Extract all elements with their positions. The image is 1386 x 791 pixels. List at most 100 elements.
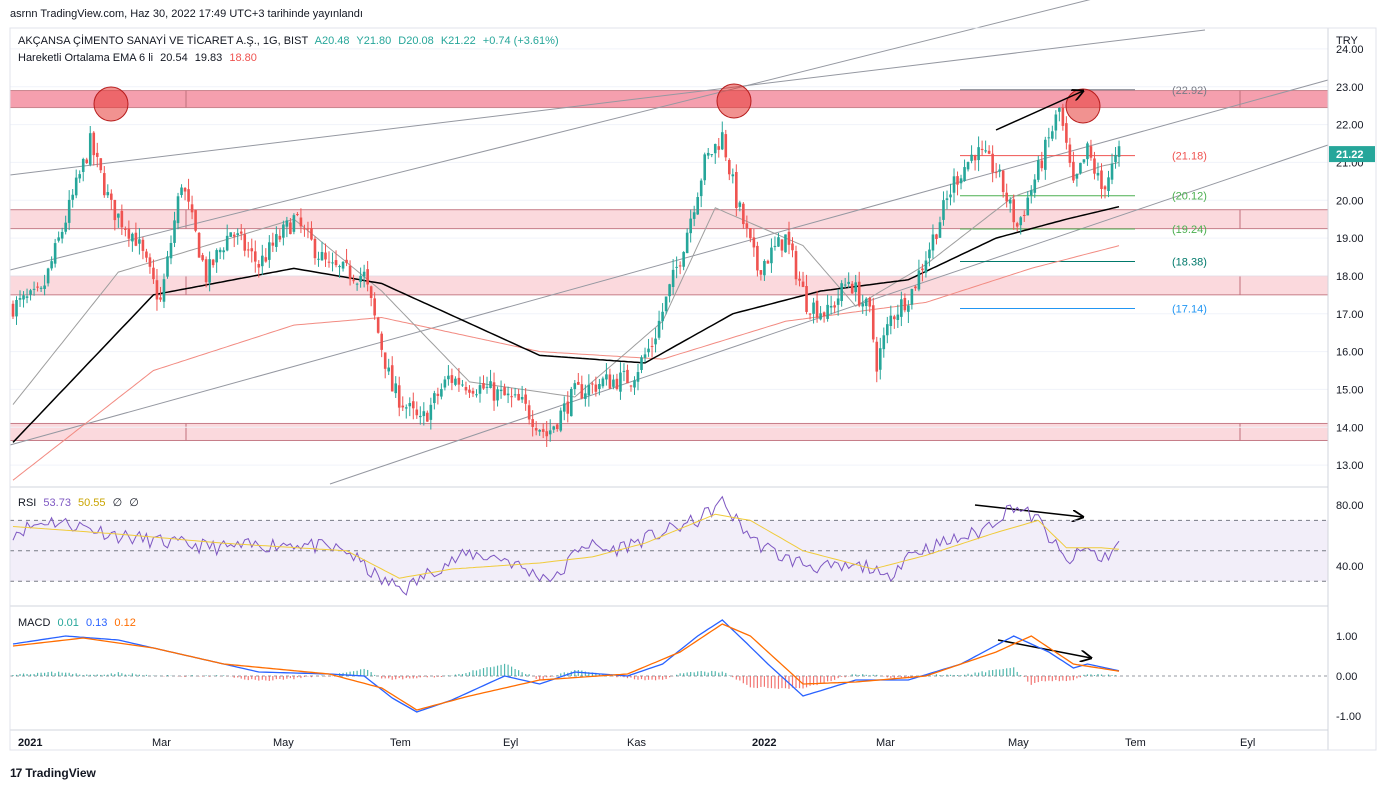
price-tick: 16.00 (1336, 347, 1364, 359)
candle-body (492, 382, 496, 401)
candle-body (1022, 214, 1026, 216)
candle-body (640, 357, 643, 370)
candle-body (1068, 144, 1072, 163)
candle-body (169, 242, 173, 259)
candle-body (1100, 170, 1103, 189)
candle-body (608, 374, 612, 389)
candle-body (605, 374, 608, 380)
candle-body (120, 210, 124, 228)
low-value: D20.08 (398, 35, 434, 47)
publish-line: asrnn TradingView.com, Haz 30, 2022 17:4… (10, 8, 363, 20)
candle-body (1012, 199, 1016, 223)
candle-body (461, 384, 464, 386)
candle-body (29, 290, 32, 295)
rsi-ma-value: 50.55 (78, 497, 106, 509)
candle-body (422, 411, 426, 417)
price-tick: 22.00 (1336, 120, 1364, 132)
candle-body (861, 303, 865, 307)
candle-body (766, 260, 770, 264)
candle-body (127, 228, 131, 239)
candle-body (889, 315, 893, 326)
last-price-tag (1329, 146, 1375, 163)
candle-body (299, 217, 303, 227)
rsi-extra-2: ∅ (129, 497, 139, 509)
rsi-extra-1: ∅ (112, 497, 123, 509)
candle-body (914, 286, 917, 289)
candle-body (850, 283, 854, 294)
candle-body (780, 239, 784, 251)
candle-body (1114, 154, 1117, 163)
candle-body (836, 298, 840, 305)
macd-tick: -1.00 (1336, 711, 1361, 723)
candle-body (1117, 146, 1121, 157)
candle-body (310, 228, 313, 240)
macd-signal-value: 0.12 (114, 617, 136, 629)
candle-body (383, 352, 387, 369)
tradingview-logo-icon: 17 (10, 766, 22, 780)
candle-body (868, 298, 872, 307)
time-tick: Mar (152, 737, 171, 749)
candle-body (668, 284, 671, 297)
candle-body (626, 369, 629, 384)
candle-body (131, 233, 134, 242)
candle-body (1026, 197, 1030, 216)
level-label: (21.18) (1172, 151, 1207, 163)
candle-body (426, 412, 429, 422)
candle-body (401, 405, 405, 408)
candle-body (117, 213, 120, 218)
ema-value-1: 20.54 (160, 52, 188, 64)
candle-body (338, 266, 341, 268)
candle-body (647, 348, 650, 353)
channel-line (9, 0, 1091, 271)
candle-body (1096, 172, 1100, 176)
candle-body (815, 300, 819, 318)
candle-body (643, 354, 647, 358)
candle-body (81, 158, 85, 172)
candle-body (685, 232, 689, 254)
candle-body (194, 210, 197, 231)
candle-body (468, 389, 471, 393)
candle-body (36, 286, 39, 288)
candle-body (1015, 223, 1019, 227)
candle-body (39, 287, 43, 289)
candle-body (840, 283, 843, 301)
candle-body (784, 234, 787, 253)
candle-body (998, 169, 1001, 172)
candle-body (95, 152, 99, 157)
candle-body (619, 372, 622, 392)
candle-body (822, 312, 826, 317)
candle-body (580, 384, 584, 399)
tradingview-footer[interactable]: 17 TradingView (10, 766, 96, 780)
candle-body (636, 372, 640, 382)
candle-body (11, 303, 15, 317)
candle-body (331, 262, 334, 264)
candle-body (952, 176, 956, 193)
price-tick: 23.00 (1336, 82, 1364, 94)
candle-body (527, 405, 531, 420)
candle-body (664, 296, 668, 312)
candle-body (907, 305, 910, 312)
candle-body (275, 234, 278, 247)
candle-body (397, 385, 401, 408)
candle-body (949, 194, 952, 198)
candle-body (931, 234, 935, 251)
candle-body (675, 266, 678, 268)
candle-body (411, 401, 415, 409)
candle-body (594, 384, 598, 392)
rsi-value: 53.73 (43, 497, 71, 509)
candle-body (1103, 186, 1107, 190)
price-tick: 20.00 (1336, 195, 1364, 207)
candle-body (264, 257, 268, 262)
candle-body (720, 132, 724, 150)
candle-body (752, 237, 756, 248)
candle-body (454, 378, 457, 385)
candle-body (499, 389, 503, 392)
candle-body (717, 146, 721, 150)
candle-body (208, 259, 211, 283)
channel-line (329, 144, 1329, 485)
candle-body (50, 261, 53, 269)
candle-body (1044, 139, 1047, 170)
candle-body (113, 199, 117, 221)
candle-body (443, 379, 447, 388)
